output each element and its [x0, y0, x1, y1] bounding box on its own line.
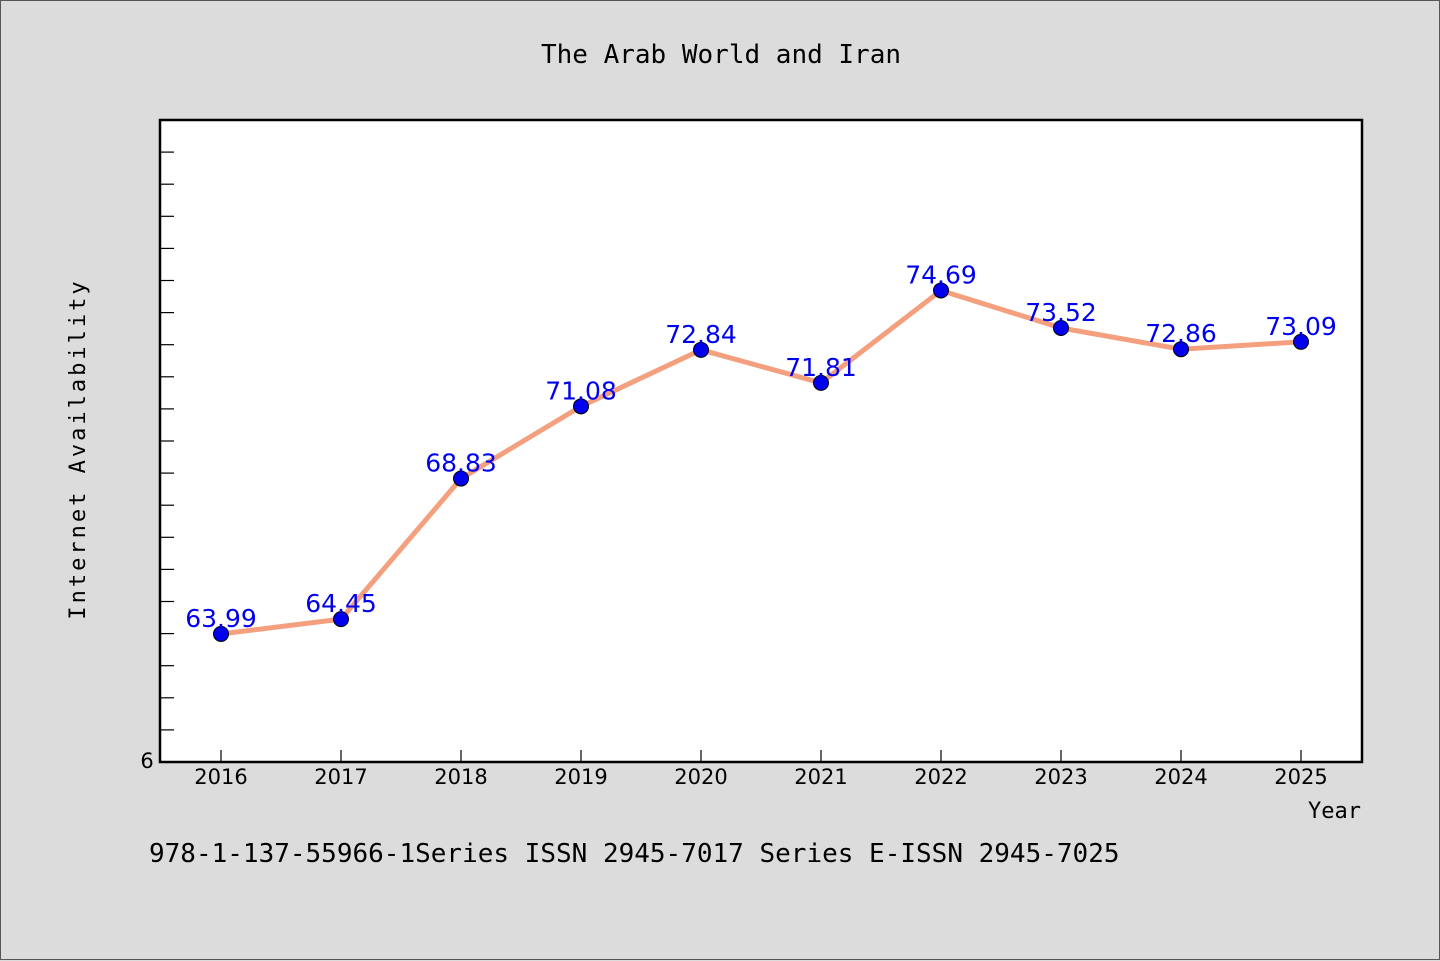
- data-point: [573, 398, 589, 415]
- marker-group: [213, 282, 1309, 642]
- data-label: 74.69: [905, 260, 977, 289]
- x-tick-label: 2016: [194, 765, 247, 789]
- data-point: [1173, 341, 1189, 358]
- data-point: [333, 611, 349, 628]
- y-axis-label: Internet Availability: [66, 278, 91, 619]
- data-label: 64.45: [305, 589, 377, 618]
- x-axis-ticks: 2016 2017 2018 2019 2020 2021 2022 2023 2024 2025: [194, 750, 1328, 789]
- y-axis-ticks: [160, 151, 174, 731]
- x-tick-label: 2025: [1274, 765, 1327, 789]
- x-tick-label: 2017: [314, 765, 367, 789]
- data-label: 72.84: [665, 320, 737, 349]
- data-label: 71.81: [785, 353, 857, 382]
- x-tick-label: 2021: [794, 765, 847, 789]
- x-tick-label: 2019: [554, 765, 607, 789]
- data-point: [933, 282, 949, 299]
- x-tick-label: 2022: [914, 765, 967, 789]
- data-point: [813, 374, 829, 391]
- x-tick-label: 2018: [434, 765, 487, 789]
- x-tick-label: 2023: [1034, 765, 1087, 789]
- data-point: [453, 470, 469, 487]
- plot-area: [158, 118, 1364, 764]
- footer-isbn-text: 978-1-137-55966-1Series ISSN 2945-7017 S…: [149, 839, 1120, 869]
- y-tick-label: 6: [140, 749, 153, 773]
- series-line-group: [220, 287, 1302, 637]
- chart-title: The Arab World and Iran: [541, 40, 901, 70]
- series-line: [220, 287, 1302, 637]
- data-point: [693, 341, 709, 358]
- data-label: 71.08: [545, 376, 617, 405]
- data-label: 68.83: [425, 449, 497, 478]
- data-point: [1293, 333, 1309, 350]
- data-label: 73.09: [1265, 312, 1337, 341]
- data-point: [213, 625, 229, 642]
- data-label: 73.52: [1025, 298, 1097, 327]
- data-label: 63.99: [185, 604, 257, 633]
- data-point: [1053, 320, 1069, 337]
- data-label-group: 63.99 64.45 68.83 71.08 72.84 71.81 74.69 73.52…: [185, 260, 1337, 632]
- x-tick-label: 2020: [674, 765, 727, 789]
- data-label: 72.86: [1145, 319, 1217, 348]
- x-tick-label: 2024: [1154, 765, 1207, 789]
- x-axis-label: Year: [1308, 799, 1361, 824]
